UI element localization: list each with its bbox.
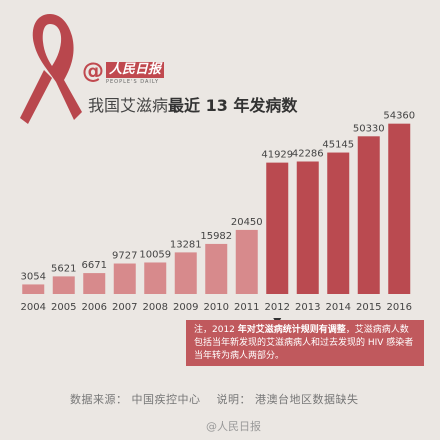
chart-title: 我国艾滋病最近 13 年发病数 bbox=[88, 92, 297, 116]
bar-2008 bbox=[144, 262, 167, 294]
bar-2012 bbox=[266, 162, 289, 294]
value-label-2009: 13281 bbox=[170, 239, 202, 250]
x-tick-2006: 2006 bbox=[82, 302, 107, 313]
source-line: 数据来源： 中国疾控中心 说明： 港澳台地区数据缺失 bbox=[70, 391, 363, 407]
note-value: 港澳台地区数据缺失 bbox=[255, 393, 359, 406]
x-tick-2013: 2013 bbox=[295, 302, 320, 313]
value-label-2004: 3054 bbox=[21, 271, 46, 282]
value-label-2008: 10059 bbox=[139, 249, 171, 260]
x-tick-2007: 2007 bbox=[112, 302, 137, 313]
x-tick-2014: 2014 bbox=[326, 302, 351, 313]
bar-2013 bbox=[296, 161, 319, 294]
title-highlight: 最近 13 年发病数 bbox=[168, 96, 298, 115]
x-tick-2009: 2009 bbox=[173, 302, 198, 313]
x-tick-2015: 2015 bbox=[356, 302, 381, 313]
x-tick-labels-layer: 2004 2005 2006 2007 2008 2009 2010 2011 2012 2013… bbox=[21, 302, 412, 313]
bar-2010 bbox=[205, 243, 228, 294]
bars-layer bbox=[22, 123, 411, 294]
value-label-2007: 9727 bbox=[112, 251, 137, 262]
watermark: @人民日报 bbox=[206, 420, 261, 433]
logo-box: 人民日报 PEOPLE'S DAILY bbox=[106, 58, 165, 85]
x-tick-2016: 2016 bbox=[387, 302, 412, 313]
bar-2011 bbox=[235, 229, 258, 294]
value-label-2014: 45145 bbox=[322, 140, 354, 151]
bar-2005 bbox=[52, 276, 75, 294]
note-rest: ，艾滋病病人数包括当年新发现的艾滋病病人和过去发现的 HIV 感染者当年转为病人… bbox=[194, 325, 414, 361]
bar-2004 bbox=[22, 284, 45, 294]
bar-2007 bbox=[113, 263, 136, 294]
note-lead: 注，2012 bbox=[194, 325, 235, 335]
value-label-2010: 15982 bbox=[200, 231, 232, 242]
value-label-2012: 41929 bbox=[261, 150, 293, 161]
brand-subtitle: PEOPLE'S DAILY bbox=[106, 79, 160, 85]
note-label: 说明： bbox=[216, 393, 251, 406]
at-symbol: @ bbox=[82, 58, 104, 84]
bar-2006 bbox=[83, 273, 106, 294]
brand-logo: @ 人民日报 PEOPLE'S DAILY bbox=[82, 58, 165, 85]
note-bold: 年对艾滋病统计规则有调整 bbox=[237, 325, 346, 335]
source-value: 中国疾控中心 bbox=[131, 393, 201, 406]
x-tick-2004: 2004 bbox=[21, 302, 46, 313]
value-label-2016: 54360 bbox=[383, 111, 415, 122]
value-label-2006: 6671 bbox=[82, 260, 107, 271]
x-tick-2012: 2012 bbox=[265, 302, 290, 313]
bar-2009 bbox=[174, 252, 197, 294]
x-tick-2010: 2010 bbox=[204, 302, 229, 313]
aids-ribbon-icon bbox=[20, 14, 82, 124]
x-tick-2005: 2005 bbox=[51, 302, 76, 313]
x-tick-2011: 2011 bbox=[234, 302, 259, 313]
title-prefix: 我国艾滋病 bbox=[88, 96, 169, 115]
bar-2014 bbox=[327, 152, 350, 294]
bar-2015 bbox=[357, 136, 380, 294]
x-tick-2008: 2008 bbox=[143, 302, 168, 313]
value-label-2013: 42286 bbox=[292, 149, 324, 160]
brand-name: 人民日报 bbox=[106, 62, 165, 78]
value-label-2015: 50330 bbox=[353, 123, 385, 134]
bar-2016 bbox=[388, 123, 411, 294]
source-label: 数据来源： bbox=[70, 393, 128, 406]
value-label-2005: 5621 bbox=[51, 263, 76, 274]
value-label-2011: 20450 bbox=[231, 217, 263, 228]
note-box: 注，2012 年对艾滋病统计规则有调整，艾滋病病人数包括当年新发现的艾滋病病人和… bbox=[186, 320, 424, 366]
